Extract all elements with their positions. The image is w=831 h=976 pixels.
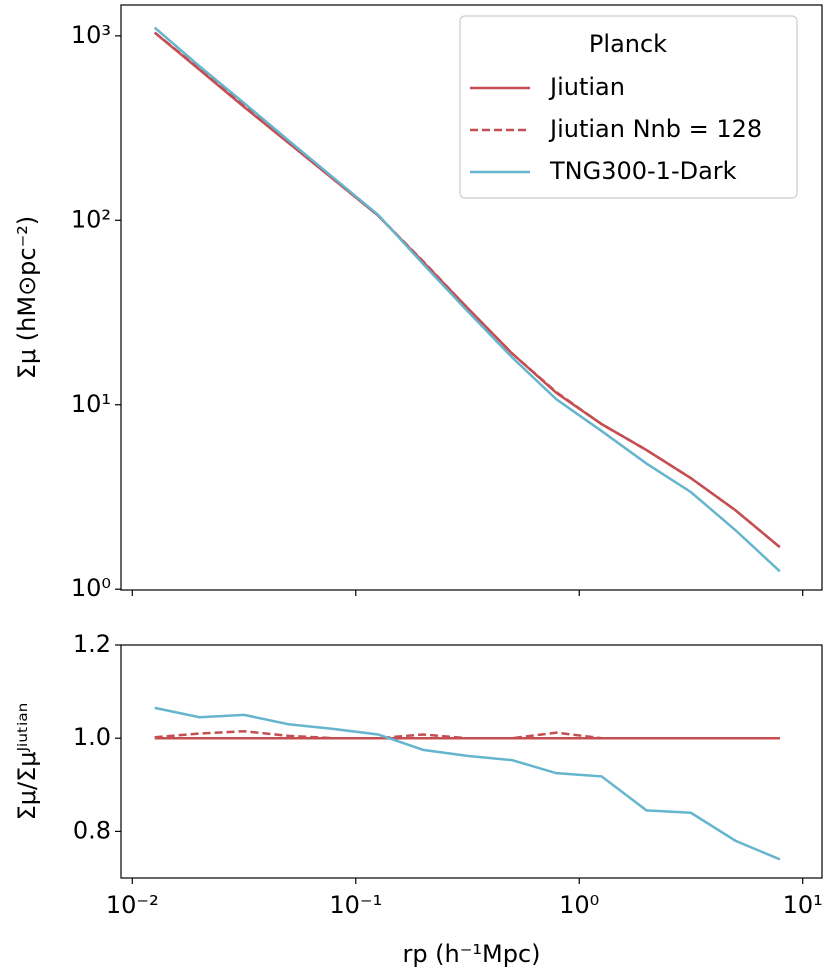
y-tick-label: 1.2	[73, 630, 111, 658]
y-tick-label: 10⁰	[71, 574, 111, 602]
x-tick-label: 10⁻¹	[329, 891, 382, 919]
y-tick-label: 10³	[71, 21, 111, 49]
data-line	[154, 729, 780, 740]
legend-label: TNG300-1-Dark	[549, 157, 737, 185]
data-line	[153, 26, 781, 573]
y-tick-label: 0.8	[73, 816, 111, 844]
data-line	[153, 31, 781, 549]
axes-frame	[120, 644, 823, 879]
y-tick-label: 10²	[71, 205, 111, 233]
x-tick-label: 10¹	[783, 891, 823, 919]
x-tick-label: 10⁰	[559, 891, 599, 919]
y-axis-label: Σμ (hM⊙pc⁻²)	[13, 216, 41, 380]
data-line	[154, 706, 781, 861]
legend-label: Jiutian	[548, 73, 625, 101]
y-axis-label: Σμ/Σμᴶⁱᵘᵗⁱᵃⁿ	[13, 703, 41, 821]
x-tick-label: 10⁻²	[106, 891, 159, 919]
y-tick-label: 1.0	[73, 723, 111, 751]
y-tick-label: 10¹	[71, 390, 111, 418]
legend-box	[459, 15, 798, 199]
legend-label: Jiutian Nnb = 128	[548, 115, 762, 143]
axes-frame	[120, 4, 823, 591]
legend-title: Planck	[589, 30, 667, 58]
x-axis-label: rp (h⁻¹Mpc)	[402, 940, 540, 968]
